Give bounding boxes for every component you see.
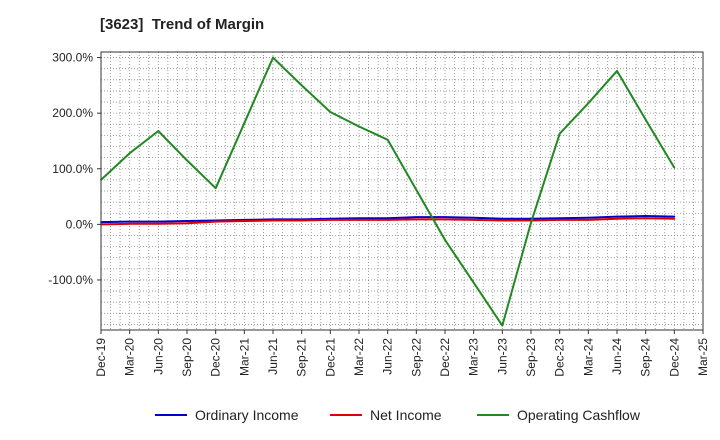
- data-point-net-income: [300, 219, 303, 222]
- data-point-ordinary-income: [128, 220, 131, 223]
- data-point-net-income: [501, 219, 504, 222]
- data-point-ordinary-income: [501, 217, 504, 220]
- data-point-net-income: [157, 222, 160, 225]
- x-tick-label: Dec-21: [323, 338, 337, 377]
- data-point-net-income: [673, 217, 676, 220]
- y-tick-label: -100.0%: [48, 273, 93, 287]
- data-point-operating-cashflow: [214, 187, 217, 190]
- data-point-operating-cashflow: [272, 56, 274, 59]
- data-point-ordinary-income: [673, 215, 676, 218]
- data-point-operating-cashflow: [587, 102, 590, 105]
- y-tick-label: 200.0%: [52, 106, 93, 120]
- data-point-ordinary-income: [472, 216, 475, 219]
- y-tick-label: 300.0%: [52, 51, 93, 65]
- data-point-ordinary-income: [616, 215, 618, 218]
- data-point-net-income: [415, 218, 418, 221]
- data-point-operating-cashflow: [444, 239, 446, 241]
- data-point-operating-cashflow: [243, 122, 246, 125]
- x-tick-label: Jun-21: [266, 338, 280, 375]
- data-point-operating-cashflow: [329, 111, 332, 113]
- x-tick-label: Jun-24: [610, 338, 624, 375]
- data-point-operating-cashflow: [186, 159, 188, 162]
- data-point-net-income: [558, 219, 561, 221]
- data-point-net-income: [472, 219, 475, 221]
- x-tick-label: Dec-22: [438, 338, 452, 377]
- data-point-ordinary-income: [157, 220, 160, 223]
- x-tick-label: Sep-22: [409, 338, 423, 377]
- x-tick-label: Mar-21: [237, 338, 251, 376]
- data-point-operating-cashflow: [644, 118, 647, 121]
- x-tick-label: Jun-20: [151, 338, 165, 375]
- data-point-net-income: [644, 217, 647, 220]
- x-tick-label: Sep-24: [639, 338, 653, 377]
- data-point-ordinary-income: [358, 217, 360, 220]
- data-point-operating-cashflow: [530, 221, 532, 224]
- data-point-ordinary-income: [186, 220, 188, 222]
- data-point-net-income: [214, 220, 217, 223]
- data-point-net-income: [358, 219, 360, 221]
- x-tick-label: Sep-20: [180, 338, 194, 377]
- data-point-net-income: [186, 222, 188, 225]
- axis-layer: -100.0% 0.0% 100.0% 200.0% 300.0% Dec-19 Mar-2…: [48, 51, 710, 377]
- data-point-net-income: [128, 222, 131, 225]
- x-tick-label: Mar-22: [352, 338, 366, 376]
- data-point-ordinary-income: [444, 216, 446, 219]
- data-point-net-income: [243, 220, 246, 222]
- x-tick-label: Dec-23: [553, 338, 567, 377]
- data-point-operating-cashflow: [358, 125, 360, 128]
- data-point-operating-cashflow: [128, 152, 131, 155]
- x-tick-label: Sep-23: [524, 338, 538, 377]
- legend-label-operating-cashflow: Operating Cashflow: [517, 407, 641, 423]
- legend-layer: Ordinary Income Net Income Operating Cashf…: [155, 407, 641, 423]
- plot-frame: [100, 51, 704, 331]
- x-tick-label: Dec-24: [667, 338, 681, 377]
- data-point-operating-cashflow: [558, 132, 561, 135]
- data-point-net-income: [587, 219, 590, 221]
- data-point-operating-cashflow: [616, 70, 618, 72]
- chart-title: [3623] Trend of Margin: [100, 16, 265, 33]
- x-tick-label: Mar-24: [581, 338, 595, 376]
- data-point-net-income: [272, 219, 274, 222]
- x-tick-label: Mar-20: [123, 338, 137, 376]
- x-tick-label: Dec-19: [94, 338, 108, 377]
- legend-label-ordinary-income: Ordinary Income: [195, 407, 299, 423]
- data-point-ordinary-income: [644, 215, 647, 217]
- y-tick-label: 100.0%: [52, 162, 93, 176]
- x-tick-label: Sep-21: [295, 338, 309, 377]
- data-point-operating-cashflow: [300, 84, 303, 87]
- x-tick-label: Mar-23: [467, 338, 481, 376]
- data-point-net-income: [386, 219, 389, 221]
- x-tick-label: Jun-23: [495, 338, 509, 375]
- data-point-operating-cashflow: [472, 281, 475, 284]
- legend-label-net-income: Net Income: [370, 407, 442, 423]
- data-point-net-income: [329, 219, 332, 221]
- data-point-operating-cashflow: [386, 138, 389, 141]
- data-point-net-income: [616, 217, 618, 220]
- data-point-operating-cashflow: [673, 166, 676, 169]
- data-point-ordinary-income: [558, 217, 561, 220]
- data-point-operating-cashflow: [501, 324, 504, 327]
- grid-layer: [101, 52, 703, 330]
- data-point-ordinary-income: [415, 216, 418, 219]
- data-point-net-income: [444, 218, 446, 221]
- data-point-ordinary-income: [587, 216, 590, 219]
- y-tick-label: 0.0%: [66, 217, 94, 231]
- x-tick-label: Jun-22: [381, 338, 395, 375]
- x-tick-label: Dec-20: [209, 338, 223, 377]
- x-tick-label: Mar-25: [696, 338, 710, 376]
- data-point-operating-cashflow: [157, 130, 160, 132]
- data-point-operating-cashflow: [415, 188, 418, 191]
- data-point-ordinary-income: [386, 217, 389, 220]
